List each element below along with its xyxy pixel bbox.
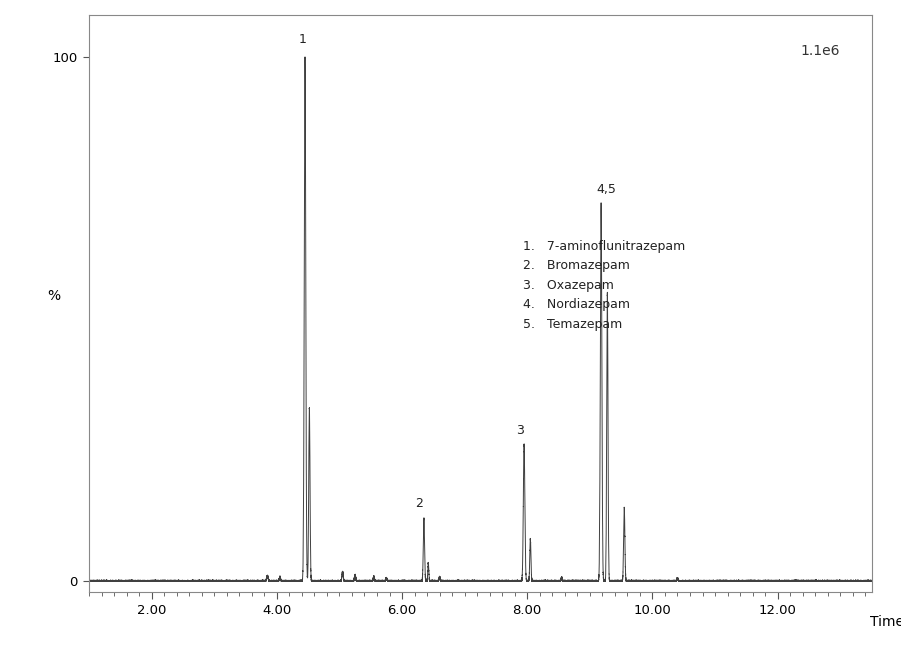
Text: 1.   7-aminoflunitrazepam
2.   Bromazepam
3.   Oxazepam
4.   Nordiazepam
5.   Te: 1. 7-aminoflunitrazepam 2. Bromazepam 3.… <box>523 240 686 331</box>
Y-axis label: %: % <box>47 289 60 303</box>
Text: 2: 2 <box>415 498 423 510</box>
Text: 3: 3 <box>515 424 523 437</box>
Text: 1: 1 <box>298 33 306 47</box>
Text: 4,5: 4,5 <box>596 183 616 196</box>
X-axis label: Time: Time <box>870 615 901 629</box>
Text: 1.1e6: 1.1e6 <box>801 44 841 58</box>
